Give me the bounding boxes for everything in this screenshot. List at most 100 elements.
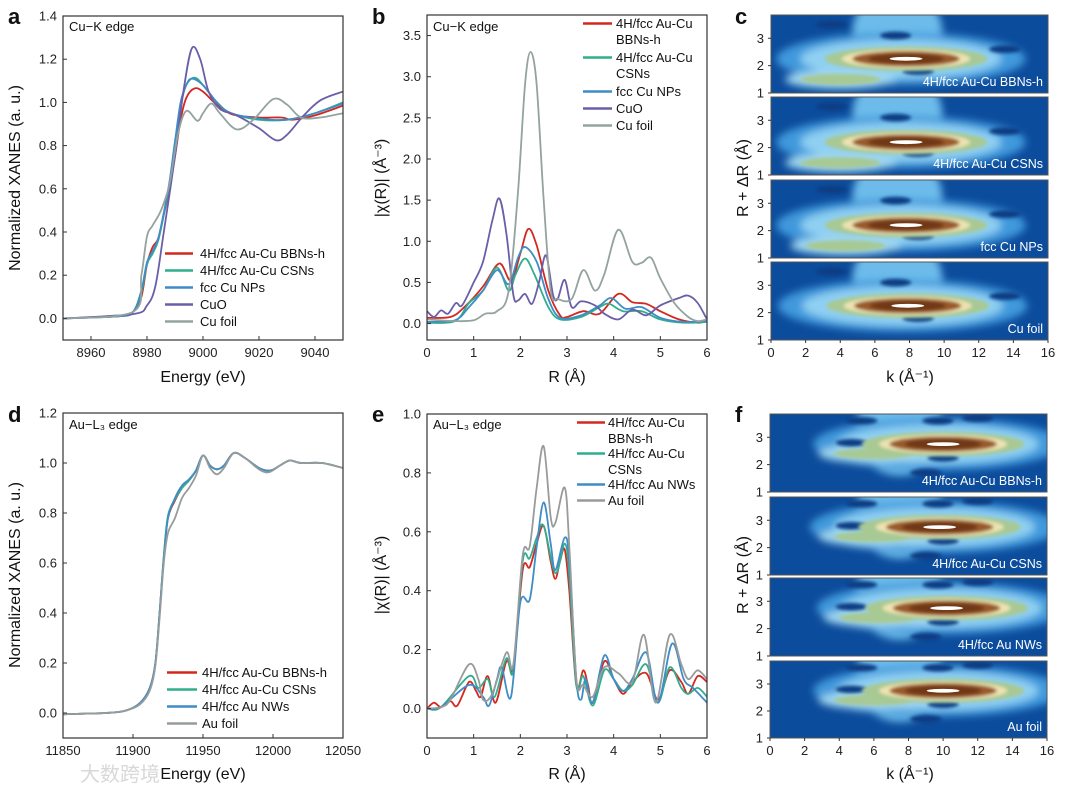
- heatmap-secondary-lobe: [800, 73, 881, 85]
- heatmap-minimum: [846, 500, 878, 508]
- x-tick-label: 8: [906, 345, 913, 360]
- legend: 4H/fcc Au-Cu BBNs-h4H/fcc Au-Cu CSNs4H/fcc…: [577, 415, 696, 508]
- legend-item: 4H/fcc Au-Cu CSNs: [165, 263, 315, 278]
- y-axis-label: Normalized XANES (a. u.): [7, 85, 24, 271]
- x-tick-label: 8960: [77, 345, 106, 360]
- heatmap-minimum: [910, 469, 942, 477]
- legend-item: Cu foil: [165, 314, 237, 329]
- y-tick-label: 0.2: [39, 268, 57, 283]
- y-tick-label: 3.0: [403, 69, 421, 84]
- x-tick-label: 5: [657, 743, 664, 758]
- x-tick-label: 6: [871, 345, 878, 360]
- x-tick-label: 11900: [115, 743, 150, 758]
- y-tick-label: 0.4: [39, 225, 57, 240]
- x-tick-label: 12000: [255, 743, 291, 758]
- y-tick-label: 1: [757, 333, 764, 348]
- series-line-cuo: [63, 45, 343, 320]
- y-tick-label: 1.0: [403, 234, 421, 249]
- heatmap-minimum: [835, 685, 867, 694]
- heatmap-sample-label: 4H/fcc Au-Cu CSNs: [932, 557, 1042, 571]
- heatmap-minimum: [816, 185, 848, 194]
- x-axis-label: R (Å): [548, 764, 585, 783]
- panel-letter: a: [8, 4, 21, 29]
- x-axis-label: Energy (eV): [160, 766, 245, 783]
- heatmap-minimum: [962, 497, 994, 505]
- series-line-au-foil: [427, 445, 707, 710]
- y-tick-label: 2.5: [403, 110, 421, 125]
- heatmap-sample-label: 4H/fcc Au NWs: [958, 638, 1042, 652]
- series-group: [63, 45, 343, 320]
- x-tick-label: 16: [1040, 743, 1054, 758]
- panel-d: d 0.0 0.2 0.4 0.6 0.8 1.0 1.2 11850 11900 11950 120…: [7, 402, 361, 783]
- legend-item: 4H/fcc Au-Cu BBNs-h: [583, 16, 693, 47]
- heatmap-minimum: [989, 292, 1021, 301]
- panel-letter: b: [372, 4, 385, 29]
- x-tick-label: 2: [802, 345, 809, 360]
- legend-item: 4H/fcc Au NWs: [167, 699, 290, 714]
- y-tick-label: 2: [757, 223, 764, 238]
- x-tick-label: 1: [470, 345, 477, 360]
- y-tick-label: 1: [757, 168, 764, 183]
- y-tick-label: 0.0: [39, 311, 57, 326]
- heatmap-sample-label: fcc Cu NPs: [980, 240, 1043, 254]
- heatmap-minimum: [910, 552, 942, 560]
- x-tick-label: 2: [517, 743, 524, 758]
- panel-letter: f: [735, 402, 743, 427]
- y-tick-label: 0.2: [403, 642, 421, 657]
- heatmap-minimum: [816, 102, 848, 111]
- y-tick-label: 3: [756, 594, 763, 609]
- panel-b: b 0.0 0.5 1.0 1.5 2.0 2.5 3.0 3.5 0 1 2 3 4 5 6 Cu−K edg…: [371, 4, 711, 386]
- heatmap-minimum: [989, 45, 1021, 54]
- legend-label: fcc Cu NPs: [616, 84, 682, 99]
- x-tick-label: 3: [563, 743, 570, 758]
- heatmap-minimum: [880, 113, 912, 122]
- x-tick-label: 16: [1041, 345, 1055, 360]
- x-tick-label: 12: [971, 743, 985, 758]
- panel-letter: e: [372, 402, 384, 427]
- legend-label: CuO: [616, 101, 643, 116]
- heatmap-minimum: [922, 581, 954, 589]
- series-line-au-foil: [63, 451, 343, 716]
- heatmap-minimum: [989, 127, 1021, 136]
- y-tick-label: 0.8: [39, 506, 57, 521]
- heatmap-secondary-lobe: [800, 157, 881, 169]
- x-tick-label: 0: [423, 743, 430, 758]
- y-tick-label: 0.4: [403, 583, 421, 598]
- legend-item: 4H/fcc Au-Cu BBNs-h: [165, 246, 325, 261]
- legend-item: 4H/fcc Au NWs: [577, 477, 696, 492]
- legend-label: Cu foil: [616, 118, 653, 133]
- wavelet-heatmap: 4H/fcc Au-Cu BBNs-h 1 2 3: [757, 14, 1049, 101]
- heatmap-minimum: [846, 417, 878, 425]
- x-tick-label: 2: [517, 345, 524, 360]
- y-tick-label: 1: [756, 485, 763, 500]
- x-axis-label: Energy (eV): [160, 369, 245, 386]
- x-tick-label: 12050: [325, 743, 361, 758]
- heatmap-minimum: [846, 663, 878, 672]
- series-line-fcc-cu-nps: [427, 246, 707, 323]
- y-tick-label: 1.4: [39, 9, 57, 24]
- legend-label: 4H/fcc Au-Cu CSNs: [608, 446, 685, 477]
- y-tick-label: 1.0: [39, 456, 57, 471]
- edge-annotation: Cu−K edge: [433, 19, 498, 34]
- wavelet-heatmap: 4H/fcc Au NWs 1 2 3: [756, 577, 1048, 664]
- panel-e: e 0.0 0.2 0.4 0.6 0.8 1.0 0 1 2 3 4 5 6 Au−L₃ edge R (Å…: [371, 402, 711, 783]
- wavelet-heatmap: Cu foil 1 2 3: [757, 261, 1049, 348]
- y-tick-label: 0.2: [39, 656, 57, 671]
- legend-label: 4H/fcc Au-Cu BBNs-h: [616, 16, 693, 47]
- heatmap-minimum: [910, 715, 942, 723]
- heatmap-minimum: [922, 417, 954, 425]
- series-line-cu-foil: [63, 97, 343, 320]
- y-tick-label: 3: [756, 676, 763, 691]
- heatmap-minimum: [922, 663, 954, 672]
- legend-item: 4H/fcc Au-Cu CSNs: [167, 682, 317, 697]
- heatmap-sample-label: 4H/fcc Au-Cu BBNs-h: [922, 474, 1042, 488]
- y-tick-label: 0.6: [39, 181, 57, 196]
- y-tick-label: 2: [757, 140, 764, 155]
- x-tick-label: 10: [936, 743, 950, 758]
- x-axis-label: R (Å): [548, 367, 585, 386]
- heatmap-sample-label: Au foil: [1007, 720, 1042, 734]
- y-tick-label: 1.2: [39, 52, 57, 67]
- panel-letter: d: [8, 402, 21, 427]
- series-group: [427, 445, 707, 711]
- heatmap-minimum: [816, 267, 848, 276]
